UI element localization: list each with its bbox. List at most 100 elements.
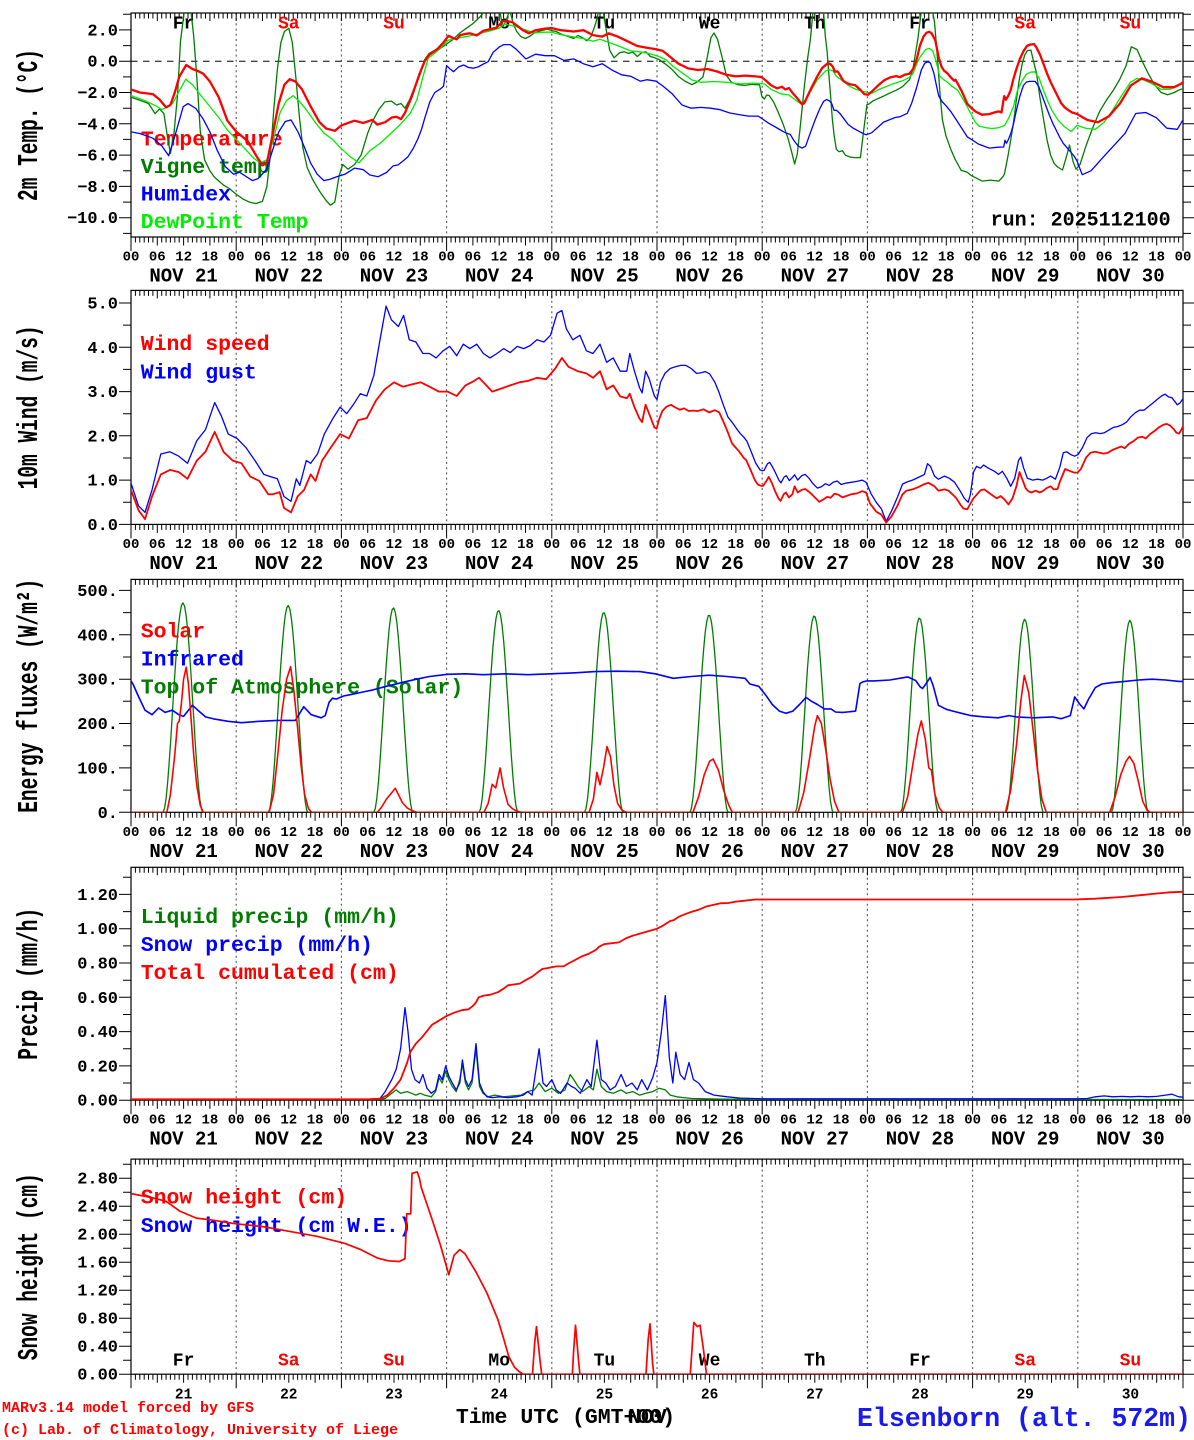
svg-text:18: 18	[622, 250, 639, 266]
svg-text:18: 18	[307, 537, 324, 553]
svg-text:12: 12	[1122, 1113, 1139, 1129]
svg-text:12: 12	[280, 1113, 297, 1129]
svg-text:06: 06	[359, 1113, 376, 1129]
svg-text:1.20: 1.20	[77, 1283, 118, 1302]
svg-text:18: 18	[833, 537, 850, 553]
svg-text:DewPoint Temp: DewPoint Temp	[141, 211, 309, 235]
svg-text:00: 00	[1069, 1113, 1086, 1129]
svg-text:Th: Th	[804, 1352, 826, 1372]
svg-text:NOV 23: NOV 23	[360, 266, 428, 288]
svg-text:06: 06	[990, 537, 1007, 553]
svg-text:12: 12	[701, 537, 718, 553]
svg-text:27: 27	[806, 1388, 823, 1404]
svg-text:NOV 24: NOV 24	[465, 841, 533, 863]
svg-text:12: 12	[701, 825, 718, 841]
svg-text:00: 00	[649, 1113, 666, 1129]
svg-text:NOV 24: NOV 24	[465, 1129, 533, 1151]
svg-text:Snow height (cm W.E.): Snow height (cm W.E.)	[141, 1215, 412, 1239]
svg-text:300.: 300.	[77, 672, 118, 691]
svg-text:18: 18	[622, 825, 639, 841]
svg-text:29: 29	[1016, 1388, 1033, 1404]
svg-text:06: 06	[464, 250, 481, 266]
svg-text:12: 12	[175, 1113, 192, 1129]
svg-text:06: 06	[149, 825, 166, 841]
svg-text:00: 00	[754, 537, 771, 553]
svg-text:12: 12	[1017, 825, 1034, 841]
svg-text:22: 22	[280, 1388, 297, 1404]
svg-text:12: 12	[1017, 250, 1034, 266]
svg-text:00: 00	[754, 250, 771, 266]
svg-text:28: 28	[911, 1388, 928, 1404]
svg-text:1.20: 1.20	[77, 887, 118, 906]
svg-text:00: 00	[649, 537, 666, 553]
svg-text:Liquid precip (mm/h): Liquid precip (mm/h)	[141, 906, 399, 930]
svg-text:00: 00	[1069, 250, 1086, 266]
svg-text:00: 00	[543, 537, 560, 553]
svg-text:Fr: Fr	[909, 1352, 931, 1372]
svg-text:−6.0: −6.0	[77, 148, 118, 167]
svg-text:18: 18	[833, 250, 850, 266]
svg-text:10m Wind (m/s): 10m Wind (m/s)	[13, 325, 46, 489]
svg-text:00: 00	[1175, 825, 1192, 841]
svg-text:18: 18	[727, 537, 744, 553]
svg-text:06: 06	[885, 1113, 902, 1129]
svg-text:00: 00	[543, 825, 560, 841]
svg-text:00: 00	[1175, 1113, 1192, 1129]
svg-text:06: 06	[254, 250, 271, 266]
svg-text:NOV 22: NOV 22	[255, 266, 323, 288]
svg-text:NOV 30: NOV 30	[1096, 1129, 1164, 1151]
svg-text:12: 12	[912, 250, 929, 266]
svg-text:06: 06	[990, 250, 1007, 266]
svg-text:Elsenborn (alt. 572m): Elsenborn (alt. 572m)	[857, 1404, 1191, 1434]
svg-text:18: 18	[1148, 825, 1165, 841]
svg-text:00: 00	[1175, 537, 1192, 553]
svg-text:Su: Su	[383, 1352, 405, 1372]
svg-text:Wind gust: Wind gust	[141, 362, 257, 386]
svg-text:run: 2025112100: run: 2025112100	[991, 209, 1171, 232]
svg-text:18: 18	[517, 250, 534, 266]
svg-text:00: 00	[333, 825, 350, 841]
svg-text:NOV 28: NOV 28	[886, 841, 954, 863]
svg-text:12: 12	[1122, 537, 1139, 553]
svg-text:12: 12	[386, 825, 403, 841]
svg-text:06: 06	[570, 250, 587, 266]
svg-text:18: 18	[412, 1113, 429, 1129]
svg-text:00: 00	[859, 537, 876, 553]
svg-text:26: 26	[701, 1388, 718, 1404]
svg-text:00: 00	[438, 825, 455, 841]
svg-text:12: 12	[386, 250, 403, 266]
svg-text:Sa: Sa	[278, 15, 300, 35]
svg-text:200.: 200.	[77, 716, 118, 735]
svg-text:18: 18	[938, 825, 955, 841]
svg-text:06: 06	[1096, 1113, 1113, 1129]
svg-text:00: 00	[123, 537, 140, 553]
svg-text:12: 12	[386, 537, 403, 553]
svg-text:12: 12	[596, 825, 613, 841]
svg-text:NOV 29: NOV 29	[991, 553, 1059, 575]
svg-text:18: 18	[307, 825, 324, 841]
svg-text:NOV 22: NOV 22	[255, 1129, 323, 1151]
svg-text:4.0: 4.0	[87, 340, 118, 359]
svg-text:00: 00	[228, 1113, 245, 1129]
svg-text:NOV 27: NOV 27	[781, 553, 849, 575]
svg-text:NOV 22: NOV 22	[255, 841, 323, 863]
svg-text:00: 00	[438, 1113, 455, 1129]
svg-text:MARv3.14 model forced by GFS: MARv3.14 model forced by GFS	[2, 1400, 254, 1417]
svg-text:12: 12	[491, 1113, 508, 1129]
svg-text:06: 06	[149, 250, 166, 266]
svg-text:12: 12	[806, 250, 823, 266]
svg-text:NOV 26: NOV 26	[675, 1129, 743, 1151]
svg-text:00: 00	[228, 537, 245, 553]
svg-text:We: We	[699, 15, 721, 35]
svg-text:NOV 29: NOV 29	[991, 841, 1059, 863]
svg-text:06: 06	[780, 250, 797, 266]
svg-text:Su: Su	[1120, 1352, 1142, 1372]
svg-text:06: 06	[359, 825, 376, 841]
svg-text:00: 00	[123, 1113, 140, 1129]
svg-text:00: 00	[438, 250, 455, 266]
svg-text:06: 06	[570, 825, 587, 841]
svg-text:06: 06	[990, 825, 1007, 841]
svg-text:NOV 24: NOV 24	[465, 553, 533, 575]
svg-text:00: 00	[964, 250, 981, 266]
svg-text:21: 21	[175, 1388, 193, 1404]
